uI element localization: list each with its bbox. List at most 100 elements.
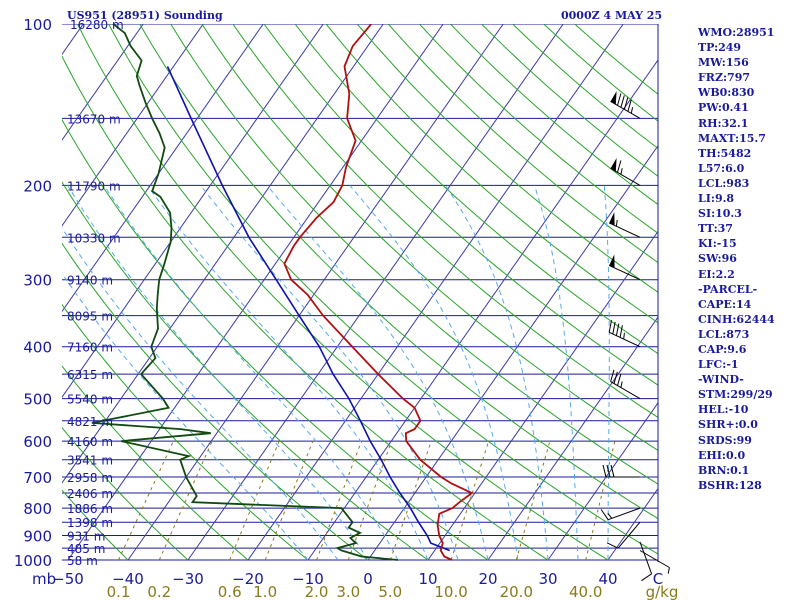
dry-adiabat [325, 24, 658, 324]
height-label: 6315 m [67, 368, 113, 382]
index-item: SHR+:0.0 [698, 418, 758, 432]
height-label: 5540 m [67, 393, 113, 407]
pressure-label: 800 [23, 500, 52, 518]
pressure-label: 700 [23, 469, 52, 487]
moist-adiabat [603, 185, 610, 560]
pressure-label: 600 [23, 433, 52, 451]
dry-adiabat [62, 303, 309, 561]
index-item: KI:-15 [698, 237, 737, 251]
temperature-tick-label: 20 [478, 570, 497, 588]
pressure-label: 400 [23, 339, 52, 357]
index-item: LCL:983 [698, 176, 750, 190]
isotherm-line [62, 24, 264, 313]
wind-barb [608, 254, 641, 281]
wind-barb-staff [610, 167, 641, 186]
wind-barb [600, 507, 641, 521]
pressure-label: 1000 [14, 552, 52, 570]
index-item: LI:9.8 [698, 192, 735, 206]
moist-adiabat [103, 185, 399, 561]
wind-barb-staff [610, 381, 641, 400]
isotherm-line [427, 230, 658, 561]
wind-barb-flag [606, 542, 619, 549]
index-item: HEL:-10 [698, 403, 749, 417]
wind-barb-staff [607, 507, 641, 521]
dry-adiabat [201, 24, 658, 451]
wind-barb-flag [610, 464, 615, 478]
wind-barb-flag [617, 373, 622, 386]
dry-adiabat [77, 24, 609, 561]
isotherm-line [307, 59, 658, 561]
wind-barb-flag [608, 320, 612, 333]
mixing-ratio-label: 5.0 [378, 583, 402, 600]
wind-barb-flag [620, 95, 625, 108]
dry-adiabat [263, 24, 658, 386]
dry-adiabat [108, 24, 658, 555]
mixing-ratio-label: 1.0 [253, 583, 277, 600]
height-label: 3541 m [67, 454, 113, 468]
temperature-tick-label: −10 [292, 570, 324, 588]
index-item: TP:249 [698, 41, 742, 55]
wind-barb-pennant [610, 158, 617, 172]
wind-barb-flag [619, 325, 623, 338]
wind-barb-flag [612, 321, 616, 335]
height-label: 13670 m [67, 112, 121, 126]
plot-background [62, 24, 658, 562]
index-item: CINH:62444 [698, 312, 775, 326]
temperature-unit-label: C [653, 570, 663, 588]
index-item: L57:6.0 [698, 161, 745, 175]
index-item: SRDS:99 [698, 433, 752, 447]
height-label: 7160 m [67, 341, 113, 355]
isotherm-line [127, 24, 504, 561]
dry-adiabat [387, 24, 658, 264]
sounding-time: 0000Z 4 MAY 25 [561, 9, 663, 22]
height-label: 11790 m [67, 179, 121, 193]
isotherm-line [367, 144, 658, 561]
isotherm-line [547, 401, 658, 561]
mixing-ratio-line [347, 440, 393, 561]
temperature-tick-label: −30 [172, 570, 204, 588]
height-label: 931 m [67, 530, 105, 544]
mixing-ratio-label: 40.0 [569, 583, 602, 600]
index-item: PW:0.41 [698, 101, 749, 115]
index-item: MW:156 [698, 56, 749, 70]
temperature-tick-label: 0 [363, 570, 373, 588]
isotherm-line [62, 24, 324, 399]
temperature-tick-label: −20 [232, 570, 264, 588]
dry-adiabat [62, 181, 429, 561]
pressure-label: 100 [23, 16, 52, 34]
station-title: US951 (28951) Sounding [67, 9, 223, 22]
height-label: 58 m [67, 554, 98, 568]
index-item: SW:96 [698, 252, 737, 266]
index-item: FRZ:797 [698, 71, 751, 85]
index-item: STM:299/29 [698, 388, 773, 402]
dry-adiabat [62, 489, 129, 561]
pressure-label: 500 [23, 391, 52, 409]
mixing-ratio-line [316, 440, 362, 561]
height-label: 485 m [67, 542, 105, 556]
mixing-ratio-line [264, 440, 314, 561]
mixing-ratio-unit-label: g/kg [646, 583, 679, 600]
index-item: EI:2.2 [698, 267, 735, 281]
dewpoint-profile-line [91, 24, 399, 561]
wind-barb-staff [639, 541, 653, 574]
wind-barb [608, 212, 641, 238]
index-item: TH:5482 [698, 146, 752, 160]
wind-barb [608, 320, 641, 348]
moist-adiabat [444, 185, 549, 561]
wind-barb-staff [610, 100, 641, 119]
wind-barb-half-flag [615, 219, 618, 227]
mixing-ratio-label: 0.2 [147, 583, 171, 600]
mixing-ratio-line [118, 440, 174, 561]
index-item: CAPE:14 [698, 297, 752, 311]
isotherm-line [247, 24, 624, 561]
wind-barb-staff [617, 521, 641, 549]
index-item: EHI:0.0 [698, 448, 746, 462]
isotherm-line [187, 24, 564, 561]
grid-lines [62, 24, 658, 561]
isotherm-line [62, 24, 204, 227]
wind-barb-flag [613, 371, 618, 384]
isotherm-line [67, 24, 444, 561]
dry-adiabat [294, 24, 658, 355]
temperature-profile-line [283, 24, 474, 561]
index-item: WMO:28951 [698, 26, 775, 39]
